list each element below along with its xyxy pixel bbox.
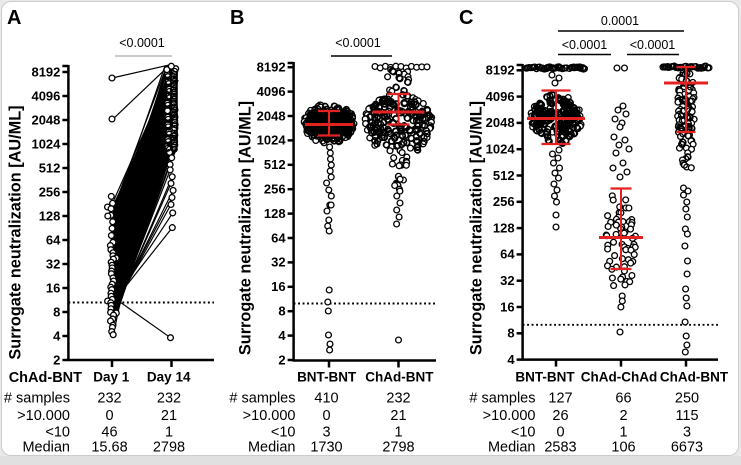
- svg-text:ChAd-ChAd: ChAd-ChAd: [581, 370, 657, 385]
- svg-text:<10: <10: [271, 425, 296, 441]
- svg-text:<0.0001: <0.0001: [335, 36, 381, 50]
- svg-text:3: 3: [322, 425, 330, 441]
- svg-text:2048: 2048: [257, 108, 286, 123]
- svg-text:ChAd-BNT: ChAd-BNT: [9, 370, 82, 386]
- svg-text:ChAd-BNT: ChAd-BNT: [365, 370, 434, 385]
- svg-text:1024: 1024: [31, 136, 61, 151]
- svg-text:0: 0: [556, 425, 564, 441]
- svg-text:Median: Median: [248, 440, 296, 456]
- svg-text:15.68: 15.68: [91, 440, 127, 456]
- svg-text:2798: 2798: [382, 440, 414, 456]
- svg-text:66: 66: [615, 391, 631, 407]
- svg-text:21: 21: [161, 408, 177, 424]
- svg-text:4096: 4096: [31, 88, 60, 103]
- svg-text:4: 4: [507, 352, 515, 367]
- svg-text:128: 128: [493, 220, 515, 235]
- svg-text:32: 32: [46, 256, 60, 271]
- svg-text:B: B: [230, 7, 244, 29]
- svg-text:0.0001: 0.0001: [601, 14, 639, 28]
- svg-text:410: 410: [314, 391, 338, 407]
- svg-text:32: 32: [500, 273, 514, 288]
- svg-text:Day 14: Day 14: [147, 370, 191, 385]
- svg-text:4: 4: [278, 328, 286, 343]
- svg-text:2: 2: [278, 352, 285, 367]
- svg-text:Surrogate neutralization [AU/M: Surrogate neutralization [AU/ML]: [7, 105, 25, 359]
- svg-text:8192: 8192: [257, 60, 286, 75]
- svg-text:1: 1: [619, 425, 627, 441]
- svg-text:232: 232: [97, 391, 121, 407]
- svg-text:BNT-BNT: BNT-BNT: [297, 370, 357, 385]
- svg-text:8192: 8192: [31, 64, 60, 79]
- svg-text:232: 232: [157, 391, 181, 407]
- svg-text:3: 3: [683, 425, 691, 441]
- svg-text:128: 128: [39, 208, 61, 223]
- svg-text:Surrogate neutralization [AU/M: Surrogate neutralization [AU/ML]: [468, 101, 486, 355]
- svg-text:2: 2: [53, 352, 60, 367]
- svg-text:>10.000: >10.000: [17, 408, 70, 424]
- svg-text:64: 64: [46, 232, 61, 247]
- svg-text:<10: <10: [511, 425, 536, 441]
- svg-text:2048: 2048: [486, 115, 515, 130]
- svg-text:Surrogate neutralization [AU/M: Surrogate neutralization [AU/ML]: [237, 101, 255, 355]
- svg-text:8: 8: [507, 326, 514, 341]
- svg-text:>10.000: >10.000: [243, 408, 296, 424]
- svg-text:4096: 4096: [257, 84, 286, 99]
- svg-text:8192: 8192: [486, 63, 515, 78]
- svg-text:Median: Median: [22, 440, 70, 456]
- svg-text:<0.0001: <0.0001: [562, 38, 608, 52]
- svg-text:512: 512: [39, 160, 61, 175]
- svg-text:>10.000: >10.000: [483, 408, 536, 424]
- svg-text:<10: <10: [45, 425, 70, 441]
- svg-text:250: 250: [675, 391, 699, 407]
- svg-text:256: 256: [39, 184, 61, 199]
- svg-text:BNT-BNT: BNT-BNT: [515, 370, 575, 385]
- svg-text:2048: 2048: [31, 112, 60, 127]
- svg-text:0: 0: [322, 408, 330, 424]
- svg-text:21: 21: [390, 408, 406, 424]
- svg-text:16: 16: [271, 279, 285, 294]
- svg-text:64: 64: [500, 247, 515, 262]
- svg-text:16: 16: [46, 280, 60, 295]
- svg-text:1: 1: [394, 425, 402, 441]
- svg-text:512: 512: [264, 157, 286, 172]
- svg-text:2583: 2583: [544, 440, 576, 456]
- svg-text:0: 0: [105, 408, 113, 424]
- svg-text:# samples: # samples: [229, 391, 295, 407]
- svg-text:A: A: [7, 7, 21, 29]
- svg-text:2: 2: [619, 408, 627, 424]
- svg-text:1730: 1730: [310, 440, 342, 456]
- svg-text:512: 512: [493, 168, 515, 183]
- svg-text:<0.0001: <0.0001: [630, 38, 676, 52]
- svg-text:4096: 4096: [486, 89, 515, 104]
- svg-text:Median: Median: [488, 440, 536, 456]
- svg-text:1024: 1024: [257, 133, 287, 148]
- svg-text:Day 1: Day 1: [93, 370, 130, 385]
- svg-text:8: 8: [53, 304, 60, 319]
- svg-text:ChAd-BNT: ChAd-BNT: [660, 370, 729, 385]
- svg-text:# samples: # samples: [469, 391, 535, 407]
- svg-text:1024: 1024: [486, 142, 516, 157]
- svg-text:128: 128: [264, 206, 286, 221]
- svg-text:1: 1: [165, 425, 173, 441]
- svg-text:6673: 6673: [671, 440, 703, 456]
- svg-text:232: 232: [386, 391, 410, 407]
- svg-text:26: 26: [552, 408, 568, 424]
- svg-text:256: 256: [264, 182, 286, 197]
- svg-text:256: 256: [493, 194, 515, 209]
- svg-text:127: 127: [548, 391, 572, 407]
- svg-text:C: C: [459, 7, 473, 29]
- svg-text:<0.0001: <0.0001: [119, 36, 165, 50]
- svg-text:2798: 2798: [153, 440, 185, 456]
- svg-text:32: 32: [271, 255, 285, 270]
- svg-text:64: 64: [271, 230, 286, 245]
- svg-text:8: 8: [278, 304, 285, 319]
- svg-text:4: 4: [53, 328, 61, 343]
- svg-text:# samples: # samples: [4, 391, 70, 407]
- svg-text:115: 115: [675, 408, 698, 424]
- svg-text:106: 106: [611, 440, 635, 456]
- svg-text:16: 16: [500, 299, 514, 314]
- svg-text:46: 46: [101, 425, 117, 441]
